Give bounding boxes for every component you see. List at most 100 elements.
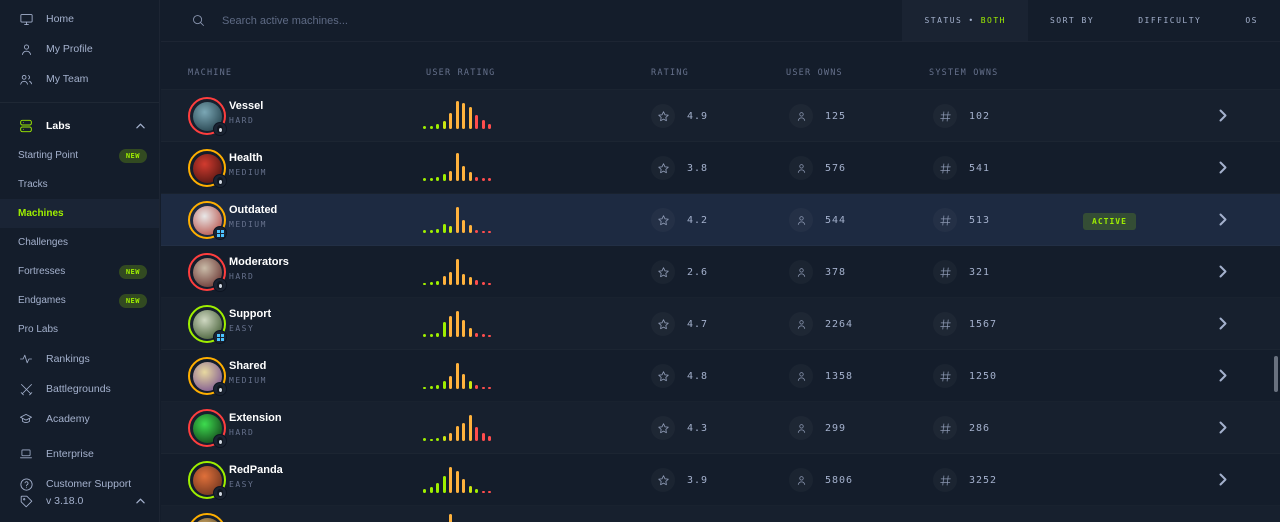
sidebar-item-my-team[interactable]: My Team: [0, 64, 159, 94]
filter-label: DIFFICULTY: [1138, 16, 1202, 25]
rating-value-group: 4.7: [651, 312, 708, 336]
chevron-right-icon[interactable]: [1219, 369, 1227, 382]
system-owns-value-group: 286: [933, 416, 990, 440]
filter-bar: STATUS • BOTH SORT BY DIFFICULTY OS: [902, 0, 1280, 41]
rating-value-group: 4.8: [651, 364, 708, 388]
machine-avatar: [188, 97, 227, 136]
new-badge: NEW: [118, 264, 147, 279]
hash-icon: [933, 416, 957, 440]
sidebar-item-machines[interactable]: Machines: [0, 199, 159, 228]
star-icon: [651, 312, 675, 336]
sidebar-item-label: My Profile: [46, 43, 93, 55]
hash-icon: [933, 468, 957, 492]
sidebar-item-rankings[interactable]: Rankings: [0, 344, 159, 374]
machine-row-extension[interactable]: Extension HARD 4.3 299 286: [161, 402, 1280, 454]
support-icon: [18, 476, 34, 492]
chevron-right-icon[interactable]: [1219, 265, 1227, 278]
filter-label: SORT BY: [1049, 16, 1095, 25]
sidebar-item-label: Customer Support: [46, 478, 132, 490]
machine-name: RedPanda: [229, 464, 283, 476]
machine-name-cell: Moderators HARD: [229, 256, 289, 281]
sidebar-item-enterprise[interactable]: Enterprise: [0, 439, 159, 469]
column-header-rating: RATING: [651, 68, 689, 78]
sidebar-item-home[interactable]: Home: [0, 4, 159, 34]
search-input[interactable]: [222, 14, 522, 27]
histogram-bar: [468, 486, 472, 493]
rankings-icon: [18, 351, 34, 367]
histogram-bar: [436, 281, 439, 285]
user-owns-value: 1358: [825, 370, 854, 382]
scrollbar-thumb[interactable]: [1274, 356, 1278, 392]
battlegrounds-icon: [18, 381, 34, 397]
histogram-bar: [462, 220, 465, 233]
filter-os[interactable]: OS: [1223, 0, 1280, 41]
histogram-bar: [449, 113, 452, 129]
user-rating-histogram: [423, 463, 495, 493]
filter-sort-by[interactable]: SORT BY: [1028, 0, 1116, 41]
rating-value: 4.7: [687, 318, 709, 330]
histogram-bar: [429, 230, 433, 233]
user-owns-value: 125: [825, 110, 847, 122]
histogram-bar: [481, 231, 485, 233]
sidebar-item-my-profile[interactable]: My Profile: [0, 34, 159, 64]
machine-row-shared[interactable]: Shared MEDIUM 4.8 1358 1250: [161, 350, 1280, 402]
histogram-bar: [468, 172, 472, 181]
chevron-right-icon[interactable]: [1219, 213, 1227, 226]
histogram-bar: [423, 334, 426, 337]
user-owns-value: 5806: [825, 474, 854, 486]
sidebar-item-pro-labs[interactable]: Pro Labs: [0, 315, 159, 344]
machine-row-support[interactable]: Support EASY 4.7 2264 1567: [161, 298, 1280, 350]
chevron-right-icon[interactable]: [1219, 109, 1227, 122]
sidebar-item-labs[interactable]: Labs: [0, 111, 159, 141]
chevron-right-icon[interactable]: [1219, 473, 1227, 486]
sidebar-item-battlegrounds[interactable]: Battlegrounds: [0, 374, 159, 404]
rating-value: 4.2: [687, 214, 709, 226]
system-owns-value-group: 1567: [933, 312, 997, 336]
sidebar-item-starting-point[interactable]: Starting Point NEW: [0, 141, 159, 170]
chevron-right-icon[interactable]: [1219, 161, 1227, 174]
sidebar-item-tracks[interactable]: Tracks: [0, 170, 159, 199]
sidebar-item-fortresses[interactable]: Fortresses NEW: [0, 257, 159, 286]
histogram-bar: [481, 387, 485, 389]
histogram-bar: [455, 426, 459, 441]
sidebar-item-academy[interactable]: Academy: [0, 404, 159, 434]
histogram-bar: [442, 381, 446, 389]
filter-difficulty[interactable]: DIFFICULTY: [1116, 0, 1223, 41]
machine-row-health[interactable]: Health MEDIUM 3.8 576 541: [161, 142, 1280, 194]
chevron-right-icon[interactable]: [1219, 317, 1227, 330]
machine-row-vessel[interactable]: Vessel HARD 4.9 125 102: [161, 90, 1280, 142]
rating-value-group: 4.2: [651, 208, 708, 232]
user-rating-histogram: [423, 255, 495, 285]
sidebar-item-endgames[interactable]: Endgames NEW: [0, 286, 159, 315]
rating-value-group: 4.3: [651, 416, 708, 440]
linux-os-icon: [213, 382, 227, 396]
chevron-right-icon[interactable]: [1219, 421, 1227, 434]
chevron-up-icon: [136, 123, 145, 129]
filter-status[interactable]: STATUS • BOTH: [902, 0, 1028, 41]
version-label: v 3.18.0: [46, 495, 84, 507]
sidebar-item-label: Challenges: [18, 237, 69, 248]
histogram-bar: [429, 439, 433, 441]
histogram-bar: [462, 274, 465, 285]
histogram-bar: [455, 207, 459, 233]
machine-row-redpanda[interactable]: RedPanda EASY 3.9 5806 3252: [161, 454, 1280, 506]
sidebar-item-challenges[interactable]: Challenges: [0, 228, 159, 257]
star-icon: [651, 156, 675, 180]
linux-os-icon: [213, 122, 227, 136]
histogram-bar: [423, 387, 426, 389]
machine-row-outdated[interactable]: Outdated MEDIUM 4.2 544 513 ACTIVE: [161, 194, 1280, 246]
histogram-bar: [481, 282, 485, 285]
machine-row[interactable]: [161, 506, 1280, 522]
machine-difficulty: EASY: [229, 480, 255, 489]
histogram-bar: [475, 115, 478, 129]
rating-value-group: 4.9: [651, 104, 708, 128]
histogram-bar: [462, 374, 465, 389]
histogram-bar: [429, 178, 433, 181]
machine-difficulty: EASY: [229, 324, 255, 333]
sidebar-item-customer-support[interactable]: Customer Support: [0, 469, 159, 499]
sidebar-version[interactable]: v 3.18.0: [0, 486, 159, 516]
filter-label: OS: [1245, 16, 1258, 25]
machine-row-moderators[interactable]: Moderators HARD 2.6 378 321: [161, 246, 1280, 298]
team-icon: [18, 71, 34, 87]
sidebar-item-label: Battlegrounds: [46, 383, 111, 395]
